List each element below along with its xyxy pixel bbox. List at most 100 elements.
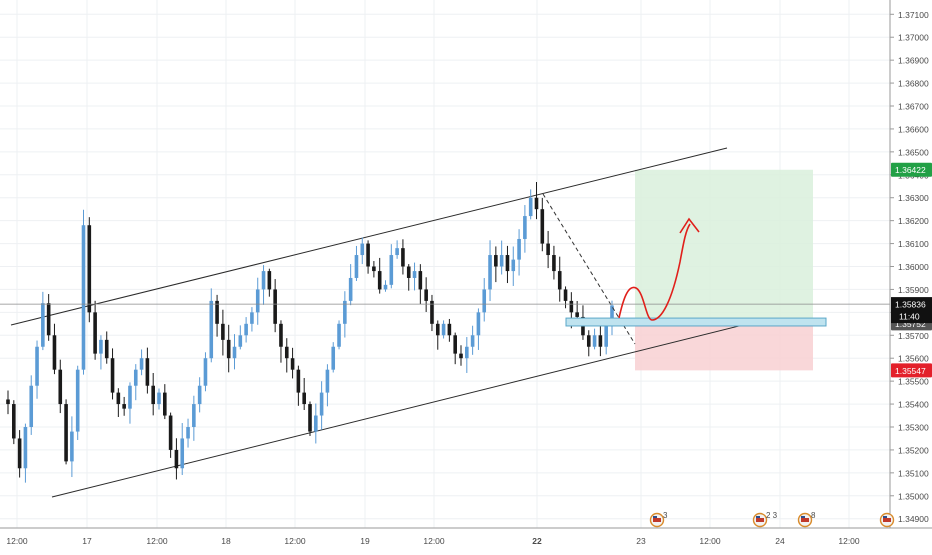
candle — [81, 209, 86, 375]
candle-body — [470, 335, 475, 347]
candle-body — [360, 243, 365, 256]
projection-path — [618, 223, 691, 321]
candle-body — [552, 255, 556, 272]
candle-body — [546, 243, 550, 256]
candle — [563, 286, 568, 309]
candle — [93, 300, 97, 360]
candle-body — [221, 323, 225, 340]
candle-body — [232, 346, 237, 359]
candle — [319, 381, 324, 430]
candle — [267, 268, 272, 297]
event-marker[interactable]: 2 3 — [752, 511, 778, 528]
x-tick-label: 12:00 — [838, 536, 860, 546]
candle-body — [174, 449, 179, 469]
x-tick-label: 12:00 — [284, 536, 306, 546]
candle-body — [383, 284, 388, 290]
candle-body — [23, 426, 28, 469]
candle — [372, 261, 376, 278]
candle — [70, 416, 74, 478]
candle — [35, 340, 39, 399]
candle-body — [424, 289, 428, 301]
event-marker[interactable]: 3 — [649, 511, 669, 528]
candle-body — [430, 300, 434, 324]
candle — [203, 352, 208, 392]
channel-lines[interactable] — [10, 147, 768, 498]
candle-body — [70, 431, 74, 462]
event-marker[interactable] — [879, 512, 895, 528]
candle-body — [116, 392, 121, 405]
y-tick-label: 1.36500 — [898, 147, 929, 157]
current-price-label: 1.35836 — [895, 300, 926, 310]
candle — [523, 205, 527, 253]
candle-body — [511, 259, 516, 272]
x-tick-label: 19 — [360, 536, 370, 546]
current-price-badge-bg — [891, 297, 932, 324]
candle — [435, 320, 440, 350]
candle — [401, 239, 405, 275]
candle — [308, 401, 312, 436]
time-axis[interactable]: 12:00 17 12:00 18 12:00 19 12:00 22 23 12:00 24 12:… — [0, 527, 932, 546]
event-marker[interactable]: 8 — [797, 511, 817, 528]
candle — [232, 334, 237, 370]
candle-body — [401, 248, 405, 267]
event-flag-canton — [653, 516, 657, 518]
candle-body — [29, 385, 34, 427]
lower-channel-line[interactable] — [51, 318, 768, 498]
candle-body — [540, 209, 545, 244]
candle — [412, 262, 417, 291]
candle — [284, 338, 289, 373]
candle — [180, 423, 185, 476]
upper-channel-line[interactable] — [10, 147, 728, 326]
event-flag-canton — [883, 516, 887, 518]
candle — [64, 399, 68, 465]
candle — [470, 325, 475, 355]
price-badges: 1.36422 1.35752 1.35547 1.35836 11:40 — [891, 162, 932, 378]
candle-body — [52, 335, 57, 370]
candle-body — [244, 323, 248, 336]
candle — [348, 264, 353, 306]
candle — [151, 372, 155, 416]
candle-body — [319, 392, 324, 416]
candle — [29, 375, 34, 435]
candle — [221, 309, 225, 356]
candle — [157, 388, 161, 410]
candle — [343, 291, 347, 338]
candle — [215, 294, 219, 337]
candle — [46, 294, 51, 341]
candle — [592, 328, 597, 350]
candle-body — [151, 385, 155, 405]
candle-body — [325, 369, 330, 393]
candle-body — [180, 438, 185, 469]
candle — [511, 246, 516, 286]
candle — [99, 335, 103, 370]
event-flag-stripe — [756, 518, 764, 522]
y-tick-label: 1.36000 — [898, 262, 929, 272]
candle-body — [534, 197, 539, 210]
candle-body — [133, 369, 138, 386]
candle-body — [569, 300, 574, 313]
candle-body — [604, 323, 608, 347]
candle — [406, 264, 411, 291]
candle — [331, 342, 336, 373]
candle — [6, 390, 10, 415]
candle — [383, 280, 388, 292]
candle — [133, 364, 138, 401]
event-flag-canton — [756, 516, 760, 518]
candle — [192, 395, 196, 441]
candle-body — [226, 339, 231, 359]
candle — [116, 388, 121, 417]
candle — [424, 277, 428, 312]
candle-body — [406, 266, 411, 278]
candle — [389, 244, 394, 289]
candle — [354, 245, 359, 281]
candle-body — [302, 392, 306, 405]
y-tick-label: 1.36300 — [898, 193, 929, 203]
candle-body — [238, 335, 243, 347]
candle-body — [377, 271, 382, 290]
stop-loss-badge-bg — [891, 363, 932, 378]
candle-body — [290, 358, 295, 370]
candle-body — [354, 255, 359, 278]
y-tick-label: 1.35100 — [898, 468, 929, 478]
